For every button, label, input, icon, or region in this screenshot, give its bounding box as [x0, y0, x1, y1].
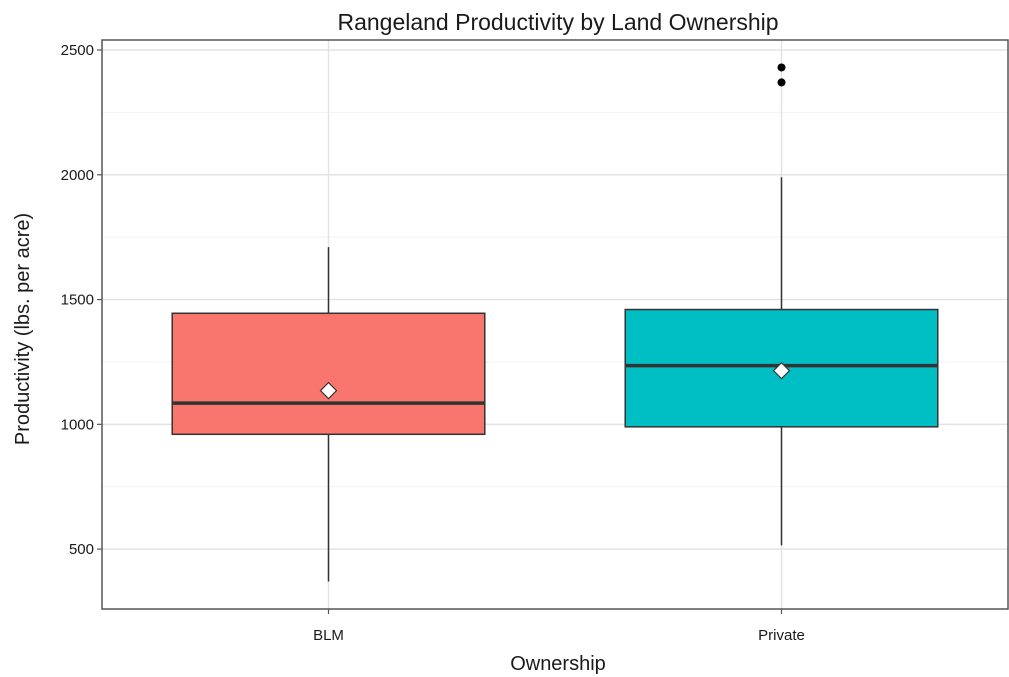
- chart-title: Rangeland Productivity by Land Ownership: [337, 9, 778, 35]
- y-tick-label: 1500: [61, 292, 94, 309]
- x-tick-label: BLM: [313, 627, 344, 644]
- x-axis-title: Ownership: [510, 653, 606, 675]
- y-tick-label: 500: [69, 541, 94, 558]
- mean-marker: [772, 361, 791, 380]
- x-axis: BLM Private: [313, 609, 805, 644]
- outlier-point: [777, 78, 786, 87]
- boxes: [171, 63, 939, 582]
- y-axis-title: Productivity (lbs. per acre): [12, 213, 34, 445]
- box-blm: [171, 247, 486, 582]
- y-tick-label: 2500: [61, 42, 94, 59]
- box-iqr: [171, 312, 486, 436]
- box-private: [624, 63, 939, 546]
- x-tick-label: Private: [758, 627, 805, 644]
- y-axis: 500 1000 1500 2000 2500: [61, 42, 102, 558]
- outlier-point: [777, 63, 786, 72]
- panel-border: [101, 39, 1009, 610]
- y-tick-label: 1000: [61, 416, 94, 433]
- mean-marker: [319, 381, 338, 400]
- y-tick-label: 2000: [61, 167, 94, 184]
